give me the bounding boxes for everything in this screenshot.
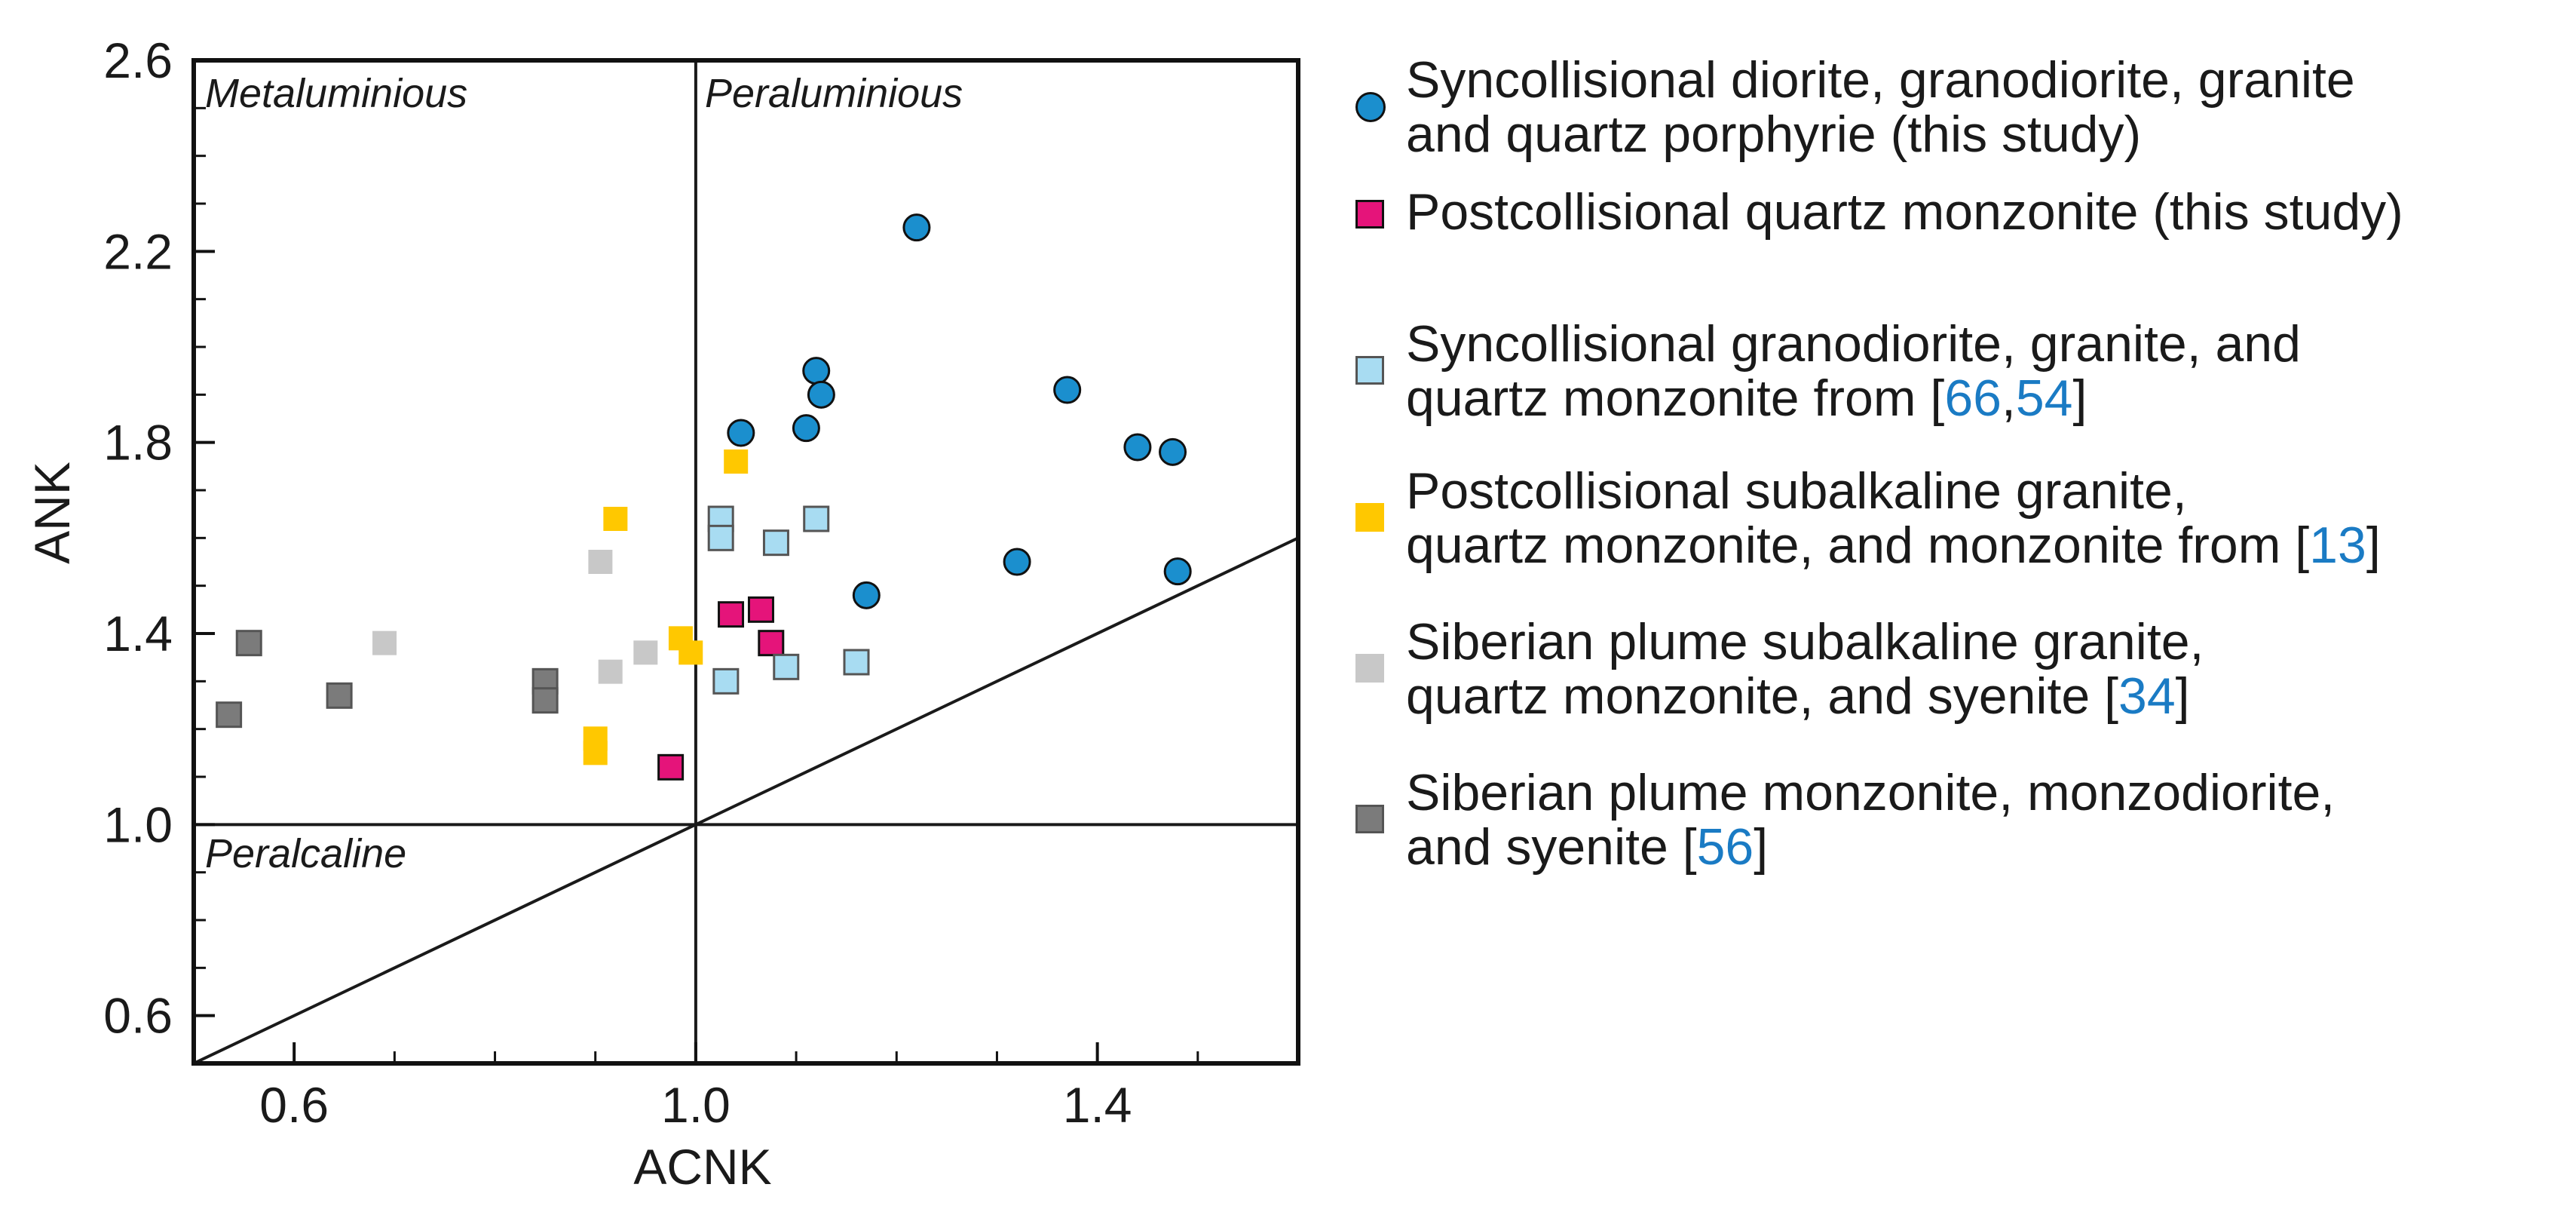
y-tick-label: 2.6 (103, 32, 173, 88)
data-point-series-4 (603, 507, 628, 531)
y-tick-label: 1.0 (103, 796, 173, 852)
reference-link: 34 (2118, 667, 2176, 725)
legend-text: Siberian plume monzonite, monzodiorite, (1406, 764, 2336, 821)
data-point-series-1 (727, 419, 755, 447)
data-point-series-5 (372, 630, 397, 655)
field-label-peraluminious: Peraluminious (705, 71, 963, 116)
legend-text: quartz monzonite, and monzonite from [ (1406, 517, 2310, 574)
reference-link: 54 (2015, 370, 2073, 427)
legend-line: quartz monzonite from [66,54] (1406, 371, 2301, 425)
y-axis-label: ANK (24, 462, 80, 564)
data-point-series-5 (633, 640, 658, 665)
legend-item-4: Postcollisional subalkaline granite, quar… (1334, 464, 2381, 572)
legend-item-5: Siberian plume subalkaline granite, quart… (1334, 615, 2204, 723)
data-point-series-3 (843, 649, 870, 676)
legend-line: Syncollisional granodiorite, granite, an… (1406, 317, 2301, 371)
legend-text: Syncollisional granodiorite, granite, an… (1406, 315, 2301, 373)
data-point-series-1 (902, 213, 931, 242)
data-point-series-2 (758, 630, 785, 657)
data-point-series-4 (583, 741, 608, 765)
legend-marker-4 (1355, 503, 1384, 532)
data-point-series-4 (678, 640, 703, 665)
x-tick-label: 0.6 (259, 1077, 329, 1133)
legend-text: quartz monzonite, and syenite [ (1406, 667, 2118, 725)
legend-text: and syenite [ (1406, 818, 1697, 876)
y-tick-label: 1.8 (103, 415, 173, 471)
data-point-series-1 (1123, 433, 1152, 462)
legend-line: quartz monzonite, and syenite [34] (1406, 669, 2204, 723)
data-point-series-5 (598, 659, 623, 684)
legend-line: Postcollisional quartz monzonite (this s… (1406, 185, 2403, 239)
data-point-series-6 (216, 701, 243, 729)
data-point-series-1 (852, 581, 881, 609)
data-point-series-4 (724, 449, 749, 474)
x-tick-label: 1.0 (661, 1077, 731, 1133)
legend-text: ] (2175, 667, 2190, 725)
y-tick-label: 1.4 (103, 606, 173, 661)
legend-text: Postcollisional quartz monzonite (this s… (1406, 183, 2403, 241)
data-point-series-5 (588, 550, 613, 574)
plot-frame (191, 58, 1300, 1066)
legend-text: ] (2072, 370, 2087, 427)
legend-marker-2 (1355, 200, 1384, 229)
divider-line-3 (193, 536, 1299, 1065)
x-tick-label: 1.4 (1063, 1077, 1132, 1133)
legend-line: Siberian plume monzonite, monzodiorite, (1406, 765, 2335, 820)
data-point-series-1 (1159, 437, 1187, 466)
data-point-series-6 (531, 687, 559, 714)
legend-item-6: Siberian plume monzonite, monzodiorite, a… (1334, 765, 2335, 874)
legend-line: Siberian plume subalkaline granite, (1406, 615, 2204, 669)
legend-item-3: Syncollisional granodiorite, granite, an… (1334, 317, 2301, 425)
legend-text: quartz monzonite from [ (1406, 370, 1945, 427)
reference-link: 66 (1944, 370, 2002, 427)
data-point-series-1 (1163, 557, 1192, 586)
data-point-series-6 (326, 682, 353, 709)
legend-line: quartz monzonite, and monzonite from [13… (1406, 518, 2381, 572)
data-point-series-2 (657, 753, 685, 781)
data-point-series-2 (718, 601, 745, 628)
data-point-series-1 (802, 357, 831, 385)
legend-marker-3 (1355, 356, 1384, 385)
legend-text: Siberian plume subalkaline granite, (1406, 613, 2204, 670)
data-point-series-1 (1003, 548, 1031, 576)
data-point-series-3 (803, 505, 830, 532)
legend-marker-1 (1355, 92, 1386, 122)
legend-marker-5 (1355, 654, 1384, 683)
x-axis-label: ACNK (633, 1139, 771, 1195)
data-point-series-3 (773, 653, 800, 680)
data-point-series-3 (762, 529, 789, 557)
legend-text: and quartz porphyrie (this study) (1406, 106, 2142, 163)
y-tick-label: 0.6 (103, 988, 173, 1044)
legend-marker-6 (1355, 805, 1384, 833)
data-point-series-3 (707, 524, 734, 551)
field-label-metaluminious: Metaluminious (205, 71, 467, 116)
legend-text: Postcollisional subalkaline granite, (1406, 462, 2187, 520)
reference-link: 56 (1696, 818, 1754, 876)
legend-text: Syncollisional diorite, granodiorite, gr… (1406, 51, 2355, 109)
legend-item-2: Postcollisional quartz monzonite (this s… (1334, 185, 2403, 239)
legend-item-1: Syncollisional diorite, granodiorite, gr… (1334, 53, 2355, 161)
field-label-peralcaline: Peralcaline (205, 831, 406, 876)
data-point-series-2 (747, 596, 774, 623)
legend-text: ] (1754, 818, 1769, 876)
legend-line: and syenite [56] (1406, 820, 2335, 874)
legend-line: Postcollisional subalkaline granite, (1406, 464, 2381, 518)
data-point-series-1 (792, 414, 820, 443)
data-point-series-6 (235, 630, 262, 657)
plot-area: 0.6 1.0 1.4 0.6 1.0 1.4 1.8 2.2 2.6 (103, 32, 1300, 1133)
y-tick-label: 2.2 (103, 223, 173, 279)
data-point-series-1 (807, 380, 835, 409)
data-point-series-1 (1053, 376, 1082, 404)
legend-line: Syncollisional diorite, granodiorite, gr… (1406, 53, 2355, 107)
legend-line: and quartz porphyrie (this study) (1406, 107, 2355, 161)
legend-text: , (2001, 370, 2016, 427)
data-point-series-3 (712, 667, 740, 695)
legend-text: ] (2366, 517, 2381, 574)
reference-link: 13 (2309, 517, 2366, 574)
